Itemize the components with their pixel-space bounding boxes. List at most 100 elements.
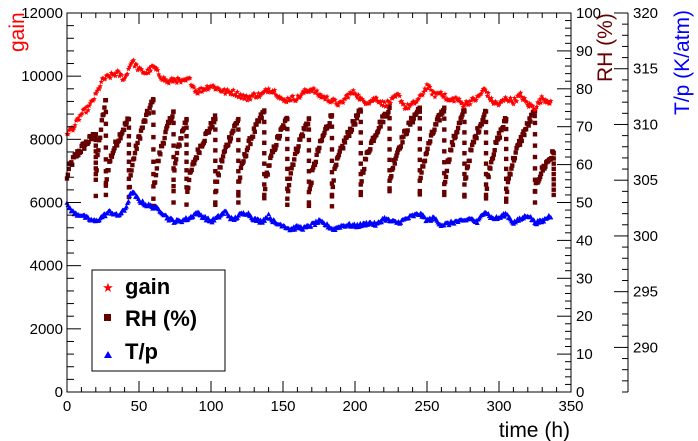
- gain-point: [492, 98, 499, 104]
- rh-point: [358, 189, 363, 195]
- tp-point: [102, 213, 108, 219]
- rh-point: [358, 140, 363, 146]
- rh-point: [93, 171, 98, 177]
- rh-point: [527, 116, 532, 121]
- rh-point: [517, 142, 523, 147]
- gain-point: [333, 100, 339, 106]
- rh-point: [389, 174, 394, 179]
- rh-point: [492, 148, 497, 153]
- rh-point: [65, 172, 71, 177]
- rh-point: [161, 141, 166, 146]
- rh-point: [526, 123, 531, 128]
- rh-point: [384, 114, 389, 119]
- gain-point: [462, 101, 468, 107]
- gain-point: [321, 93, 327, 99]
- rh-point: [143, 119, 148, 124]
- rh-point: [103, 145, 109, 150]
- rh-point: [285, 196, 290, 201]
- x-tick-label: 200: [342, 398, 367, 415]
- rh-point: [213, 127, 218, 132]
- rh-point: [425, 146, 430, 151]
- gain-point: [309, 88, 315, 94]
- gain-tick-label: 10000: [21, 68, 63, 85]
- rh-point: [173, 161, 178, 166]
- rh-point: [306, 169, 312, 174]
- rh-point: [197, 150, 202, 156]
- tp-point: [190, 214, 196, 219]
- rh-point: [465, 164, 471, 169]
- rh-point: [312, 162, 318, 168]
- rh-point: [308, 182, 313, 188]
- rh-point: [447, 157, 452, 162]
- gain-point: [457, 98, 463, 104]
- x-tick-label: 300: [486, 398, 511, 415]
- rh-point: [103, 183, 109, 188]
- gain-point: [130, 57, 137, 63]
- x-axis: 0 50 100 150 200 250 300 350: [63, 13, 584, 415]
- rh-point: [237, 175, 243, 180]
- rh-point: [151, 171, 156, 177]
- rh-point: [171, 154, 176, 160]
- rh-point: [387, 126, 392, 131]
- rh-point: [358, 171, 363, 177]
- rh-point: [106, 168, 111, 173]
- gain-point: [156, 71, 162, 77]
- tp-tick-label: 290: [633, 339, 658, 356]
- gain-point: [468, 97, 474, 103]
- rh-point: [329, 135, 335, 141]
- gain-point: [138, 66, 145, 72]
- gain-point: [169, 75, 175, 81]
- rh-point: [442, 179, 448, 185]
- rh-point: [504, 186, 509, 191]
- rh-point: [126, 116, 132, 122]
- rh-point: [262, 151, 267, 156]
- gain-point: [87, 100, 93, 106]
- rh-point: [354, 115, 360, 121]
- rh-point: [419, 170, 424, 175]
- rh-point: [192, 161, 197, 166]
- gain-point: [381, 99, 388, 105]
- rh-point: [95, 152, 100, 158]
- gain-point: [115, 68, 122, 74]
- gain-point: [196, 86, 202, 92]
- gain-point: [215, 85, 221, 91]
- rh-point: [231, 128, 236, 133]
- rh-point: [97, 138, 102, 143]
- rh-tick-label: 50: [576, 195, 593, 212]
- gain-point: [102, 75, 108, 81]
- gain-point: [340, 99, 346, 105]
- rh-point: [111, 148, 116, 153]
- rh-point: [329, 158, 335, 164]
- gain-point: [324, 93, 330, 99]
- rh-point: [236, 148, 241, 153]
- gain-point: [131, 63, 138, 69]
- gain-point: [282, 96, 288, 102]
- gain-point: [466, 98, 472, 104]
- gain-tick-label: 12000: [21, 5, 63, 22]
- rh-point: [213, 158, 218, 164]
- rh-point: [488, 166, 493, 171]
- rh-point: [427, 139, 433, 144]
- gain-point: [355, 91, 361, 97]
- rh-point: [208, 121, 213, 126]
- x-tick-label: 250: [414, 398, 439, 415]
- tp-point: [315, 220, 321, 225]
- rh-point: [213, 188, 219, 194]
- rh-point: [216, 172, 221, 178]
- rh-point: [163, 129, 168, 135]
- gain-point: [70, 127, 76, 133]
- rh-point: [386, 109, 391, 115]
- rh-point: [441, 109, 447, 114]
- rh-point: [131, 156, 137, 161]
- rh-point: [462, 161, 467, 166]
- rh-point: [121, 127, 127, 133]
- tp-point: [451, 221, 457, 226]
- rh-point: [220, 154, 226, 159]
- rh-point: [165, 123, 170, 129]
- rh-point: [327, 121, 332, 126]
- gain-point: [444, 95, 450, 101]
- gain-point: [442, 91, 448, 97]
- rh-point: [483, 130, 489, 135]
- rh-point: [237, 179, 242, 184]
- gain-point: [94, 88, 100, 93]
